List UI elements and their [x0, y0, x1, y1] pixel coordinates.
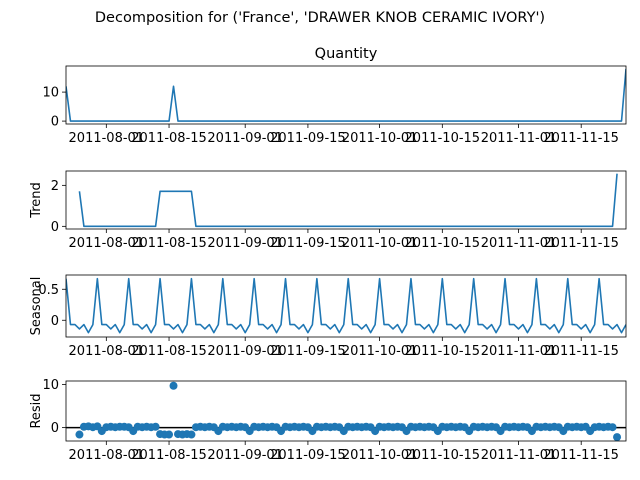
x-tick-label: 2011-09-01 [207, 131, 283, 146]
x-tick-label: 2011-10-01 [342, 448, 418, 463]
x-tick-label: 2011-10-01 [342, 344, 418, 359]
x-tick-label: 2011-08-01 [69, 131, 145, 146]
axes-frame [65, 274, 627, 338]
x-tick-label: 2011-08-01 [69, 344, 145, 359]
axes-frame [65, 170, 627, 230]
x-tick-label: 2011-09-15 [270, 448, 346, 463]
panel-plot-area [66, 277, 626, 334]
y-tick-label: 2 [51, 179, 59, 194]
x-tick-label: 2011-11-01 [481, 236, 557, 251]
panel-plot-area [78, 173, 618, 228]
resid-point [169, 381, 178, 390]
x-tick-label: 2011-11-01 [481, 344, 557, 359]
y-tick-label: 0 [51, 220, 59, 235]
y-tick-label: 0 [51, 421, 59, 436]
x-tick-label: 2011-11-15 [543, 448, 619, 463]
x-tick-label: 2011-08-01 [69, 236, 145, 251]
axes-frame [65, 380, 627, 442]
resid-point [151, 422, 160, 431]
y-axis-label: Resid [29, 393, 44, 428]
resid-point [75, 430, 84, 439]
series-line [78, 173, 618, 228]
x-tick-label: 2011-09-01 [207, 448, 283, 463]
x-tick-label: 2011-08-15 [131, 344, 207, 359]
axes-frame [65, 65, 627, 125]
y-axis-label: Seasonal [29, 277, 44, 336]
resid-point [187, 430, 196, 439]
resid-point [165, 430, 174, 439]
x-tick-label: 2011-11-15 [543, 344, 619, 359]
x-tick-label: 2011-08-15 [131, 236, 207, 251]
y-tick-label: 0 [51, 115, 59, 130]
x-tick-label: 2011-09-15 [270, 131, 346, 146]
x-tick-label: 2011-11-01 [481, 448, 557, 463]
x-tick-label: 2011-10-15 [405, 236, 481, 251]
x-tick-label: 2011-10-01 [342, 236, 418, 251]
y-tick-label: 10 [42, 378, 59, 393]
y-tick-label: 10 [42, 86, 59, 101]
x-tick-label: 2011-08-15 [131, 131, 207, 146]
series-line [66, 68, 626, 122]
x-tick-label: 2011-09-01 [207, 236, 283, 251]
panel-plot-area [66, 381, 626, 441]
x-tick-label: 2011-11-15 [543, 131, 619, 146]
panel-title: Quantity [315, 46, 378, 62]
x-tick-label: 2011-10-15 [405, 344, 481, 359]
x-tick-label: 2011-11-01 [481, 131, 557, 146]
seasonal-line [66, 277, 626, 334]
x-tick-label: 2011-08-15 [131, 448, 207, 463]
resid-point [608, 423, 617, 432]
panel-plot-area [66, 68, 626, 122]
y-tick-label: 0 [51, 314, 59, 329]
y-axis-label: Trend [29, 182, 44, 219]
x-tick-label: 2011-08-01 [69, 448, 145, 463]
x-tick-label: 2011-10-01 [342, 131, 418, 146]
y-tick-label: 0.5 [38, 283, 59, 298]
x-tick-label: 2011-10-15 [405, 131, 481, 146]
x-tick-label: 2011-11-15 [543, 236, 619, 251]
x-tick-label: 2011-10-15 [405, 448, 481, 463]
x-tick-label: 2011-09-15 [270, 236, 346, 251]
x-tick-label: 2011-09-15 [270, 344, 346, 359]
chart-suptitle: Decomposition for ('France', 'DRAWER KNO… [95, 10, 545, 26]
resid-point [613, 433, 622, 441]
x-tick-label: 2011-09-01 [207, 344, 283, 359]
